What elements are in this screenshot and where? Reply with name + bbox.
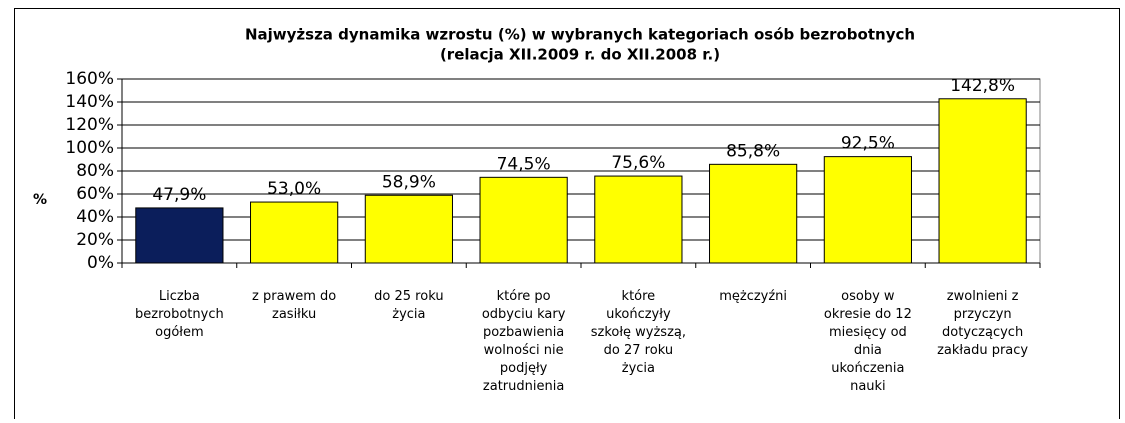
x-tick-label: z prawem do zasiłku [252,289,336,322]
data-label: 53,0% [267,179,321,199]
x-tick-label: zwolnieni z przyczyn dotyczących zakładu pr… [937,289,1028,358]
x-tick-label: mężczyźni [719,289,787,304]
y-tick-label: 0% [87,253,114,273]
data-label: 85,8% [726,141,780,161]
y-tick-label: 20% [76,230,114,250]
data-label: 47,9% [152,185,206,205]
data-label: 75,6% [611,153,665,173]
x-tick-label: do 25 roku życia [374,289,443,322]
y-tick-label: 80% [76,161,114,181]
bar [709,163,798,264]
x-tick-label: osoby w okresie do 12 miesięcy od dnia ukońc… [824,289,912,394]
chart-subtitle: (relacja XII.2009 r. do XII.2008 r.) [440,46,720,64]
chart-title: Najwyższa dynamika wzrostu (%) w wybrany… [245,26,915,44]
bar [938,98,1027,264]
x-tick-label: które po odbyciu kary pozbawienia wolności … [482,289,566,394]
data-label: 142,8% [950,76,1015,96]
y-tick-label: 40% [76,207,114,227]
bar [135,207,224,264]
data-label: 74,5% [497,154,551,174]
y-tick-label: 100% [65,138,114,158]
bar [594,175,683,264]
data-label: 58,9% [382,172,436,192]
data-label: 92,5% [841,134,895,154]
y-tick-label: 120% [65,115,114,135]
bar [479,176,568,264]
y-tick-label: 140% [65,92,114,112]
bar [364,194,453,264]
x-tick-label: które ukończyły szkołę wyższą, do 27 roku ży… [591,289,686,376]
y-tick-label: 60% [76,184,114,204]
x-tick-label: Liczba bezrobotnych ogółem [135,289,224,340]
bar [250,201,339,264]
bar [823,156,912,264]
y-tick-label: 160% [65,69,114,89]
y-axis-label: % [33,192,47,208]
